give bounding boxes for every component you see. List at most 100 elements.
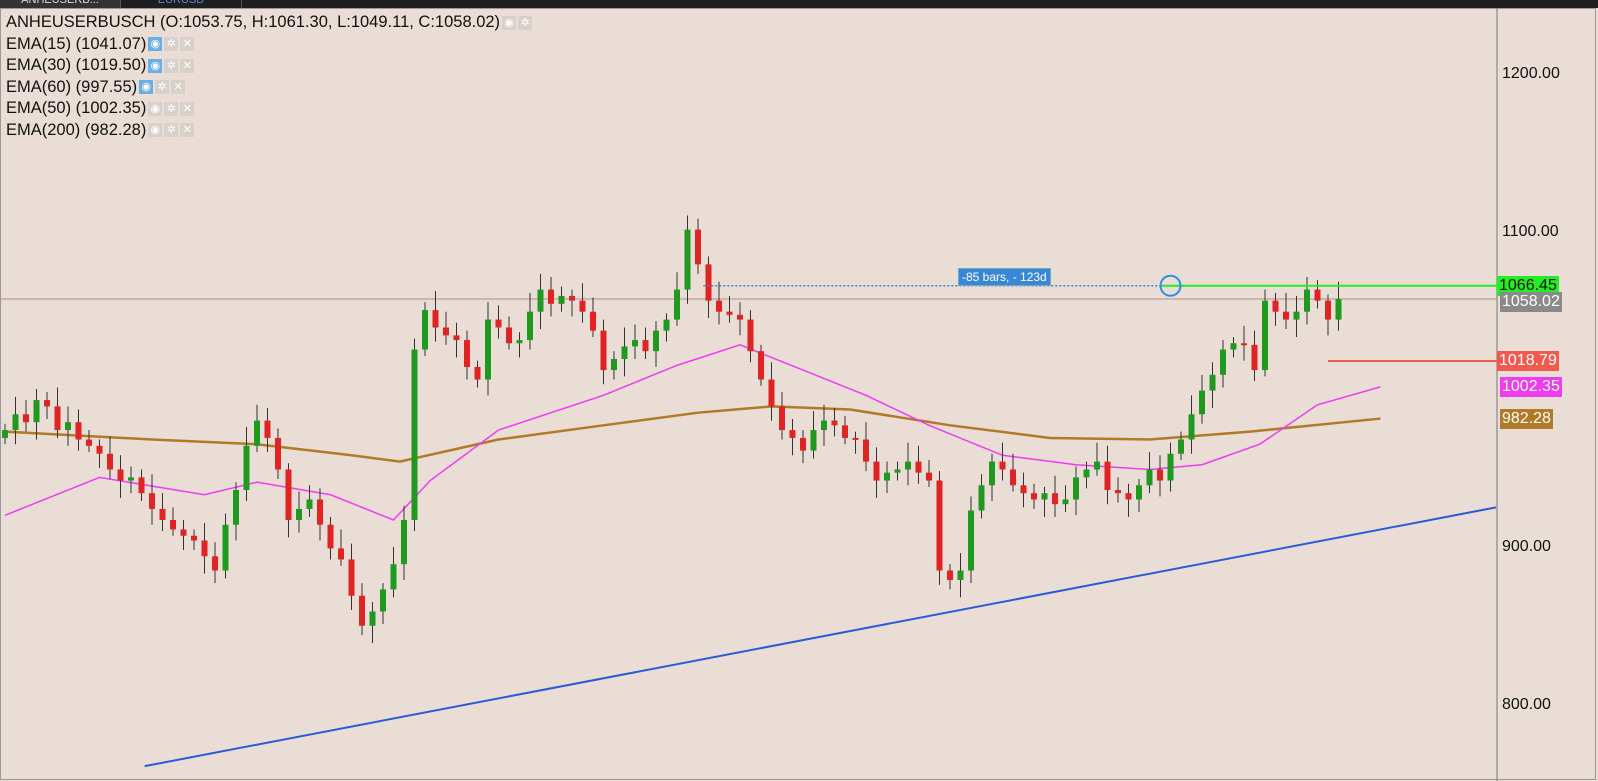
candle-body [1262, 300, 1268, 371]
indicator-label: EMA(15) (1041.07) [6, 34, 147, 53]
candle-body [306, 499, 313, 509]
candle-body [989, 461, 995, 486]
candle-body [579, 300, 586, 312]
eye-icon[interactable]: ◉ [148, 101, 163, 116]
candle-body [369, 611, 376, 626]
candle-body [317, 499, 323, 525]
indicator-label: EMA(30) (1019.50) [6, 56, 147, 74]
candle-body [684, 229, 691, 290]
candle-body [1083, 469, 1090, 478]
candle-body [327, 524, 334, 549]
candle-body [1272, 300, 1279, 312]
candle-body [96, 445, 103, 454]
candle-body [842, 425, 848, 438]
gear-icon[interactable]: ✲ [518, 15, 533, 30]
candle-body [1136, 485, 1142, 500]
candle-body [1251, 344, 1258, 371]
candle-body [663, 319, 670, 331]
candle-body [201, 540, 208, 557]
candle-body [159, 508, 166, 520]
candle-body [1041, 493, 1048, 500]
candle-body [968, 510, 974, 571]
close-icon[interactable]: ✕ [180, 123, 195, 138]
legend-indicator: EMA(15) (1041.07) ◉ ✲ ✕ [6, 34, 532, 56]
legend-indicator: EMA(50) (1002.35) ◉ ✲ ✕ [6, 98, 532, 120]
candle-body [191, 535, 197, 541]
candle-body [233, 490, 239, 525]
candle-body [390, 564, 397, 590]
candle-body [1283, 311, 1289, 320]
candle-body [1146, 469, 1153, 486]
candle-body [33, 400, 40, 423]
candle-body [548, 289, 554, 304]
indicator-label: EMA(50) (1002.35) [6, 99, 147, 117]
candle-body [411, 349, 418, 520]
candle-body [1094, 461, 1100, 470]
candle-body [957, 570, 964, 580]
candle-body [1220, 349, 1226, 375]
indicator-label: EMA(60) (997.55) [6, 77, 138, 96]
candle-body [852, 437, 859, 440]
eye-icon[interactable]: ◉ [139, 80, 154, 95]
candle-body [926, 472, 932, 481]
gear-icon[interactable]: ✲ [164, 58, 179, 73]
candle-body [611, 359, 617, 371]
candle-body [821, 420, 827, 431]
candle-body [506, 327, 512, 344]
candle-body [863, 439, 869, 462]
candle-body [1125, 493, 1132, 500]
ema50-line [4, 344, 1381, 521]
candle-body [674, 289, 680, 320]
candle-body [443, 327, 449, 336]
close-icon[interactable]: ✕ [180, 37, 195, 52]
legend-indicator: EMA(200) (982.28) ◉ ✲ ✕ [6, 120, 532, 142]
gear-icon[interactable]: ✲ [155, 80, 170, 95]
candle-body [1157, 469, 1163, 481]
eye-icon[interactable]: ◉ [502, 15, 517, 30]
candle-body [1304, 289, 1310, 312]
close-icon[interactable]: ✕ [180, 101, 195, 116]
trendline [144, 506, 1497, 768]
candle-body [1241, 343, 1247, 346]
candle-body [2, 430, 8, 438]
eye-icon[interactable]: ◉ [148, 123, 163, 138]
candle-body [1031, 493, 1037, 500]
y-tick-label: 800.00 [1502, 696, 1551, 714]
gear-icon[interactable]: ✲ [164, 101, 179, 116]
candle-body [537, 289, 544, 312]
candle-body [1335, 299, 1342, 320]
legend-indicator: EMA(60) (997.55) ◉ ✲ ✕ [6, 77, 532, 99]
candle-body [86, 439, 92, 446]
candle-body [348, 559, 355, 596]
gear-icon[interactable]: ✲ [164, 123, 179, 138]
candle-body [12, 414, 19, 431]
close-icon[interactable]: ✕ [171, 80, 186, 95]
candle-body [1230, 343, 1237, 350]
eye-icon[interactable]: ◉ [148, 58, 163, 73]
candle-body [1178, 439, 1184, 454]
eye-icon[interactable]: ◉ [148, 37, 163, 52]
candle-body [464, 340, 470, 367]
candle-body [401, 519, 407, 565]
close-icon[interactable]: ✕ [180, 58, 195, 73]
candle-body [705, 264, 712, 301]
candle-body [254, 420, 260, 446]
candle-body [800, 437, 806, 451]
gear-icon[interactable]: ✲ [164, 37, 179, 52]
candle-body [275, 437, 281, 470]
candle-body [894, 469, 901, 473]
candle-body [65, 422, 71, 431]
candle-body [873, 461, 880, 481]
candle-body [75, 422, 82, 440]
tab-anheuserbusch[interactable]: ANHEUSERB... [0, 0, 121, 8]
y-tick-label: 900.00 [1502, 538, 1551, 556]
candle-body [999, 461, 1006, 470]
candle-body [1052, 493, 1058, 505]
price-tag: 1058.02 [1500, 292, 1562, 313]
candle-body [474, 366, 481, 380]
candle-body [726, 311, 733, 315]
candle-body [558, 295, 565, 304]
candle-body [915, 461, 922, 473]
tab-eurusd[interactable]: EURUSD [121, 0, 242, 8]
